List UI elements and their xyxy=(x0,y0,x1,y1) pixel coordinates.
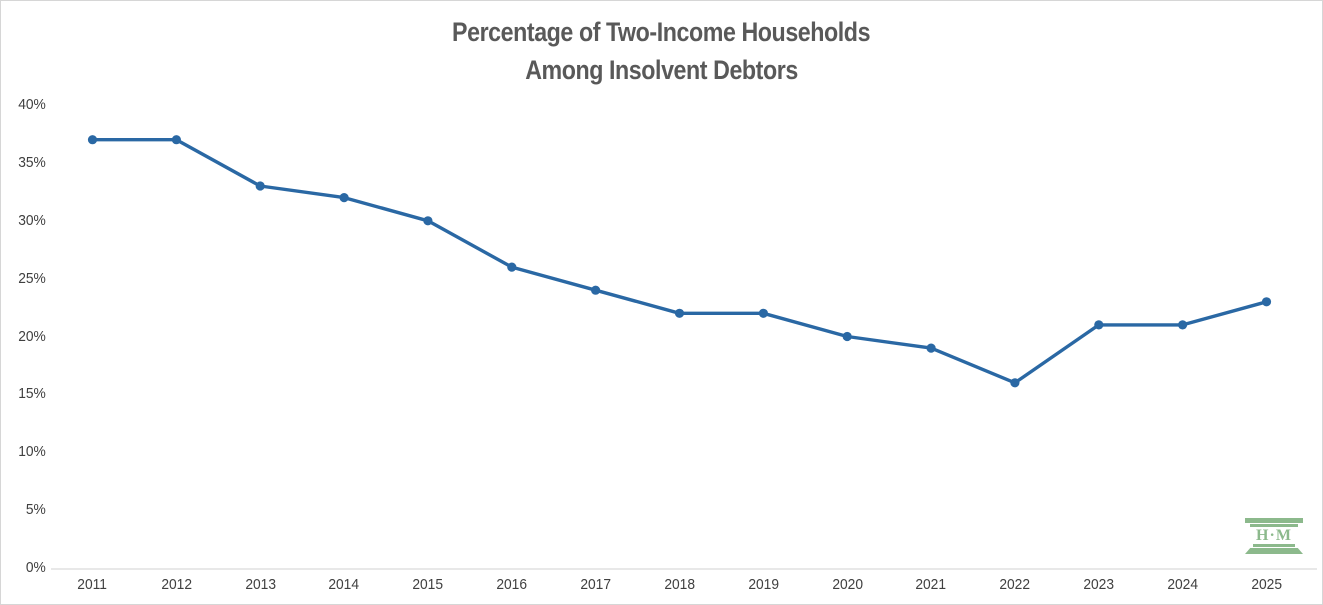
data-series-line xyxy=(90,138,1269,385)
data-point-marker xyxy=(1178,320,1188,330)
x-tick-label: 2020 xyxy=(831,576,863,593)
y-tick-label: 15% xyxy=(18,385,46,403)
x-tick-label: 2014 xyxy=(328,576,360,593)
x-tick-label: 2021 xyxy=(915,576,947,593)
data-point-marker xyxy=(674,308,685,318)
x-tick-label: 2022 xyxy=(999,576,1031,593)
x-tick-label: 2013 xyxy=(244,576,276,593)
x-tick-label: 2024 xyxy=(1167,576,1198,593)
hm-logo-lower-bar xyxy=(1253,544,1295,547)
x-tick-label: 2015 xyxy=(412,576,444,593)
data-point-marker xyxy=(339,193,349,203)
y-tick-label: 5% xyxy=(26,501,47,519)
data-point-marker xyxy=(926,343,936,353)
data-point-marker xyxy=(1010,378,1020,388)
x-tick-label: 2019 xyxy=(747,576,779,593)
x-tick-label: 2016 xyxy=(496,576,528,593)
hm-logo-second-bar xyxy=(1250,524,1298,527)
data-point-marker xyxy=(842,331,852,342)
x-tick-label: 2017 xyxy=(580,576,611,593)
x-tick-label: 2012 xyxy=(160,576,192,593)
data-point-marker xyxy=(1094,320,1104,330)
data-point-marker xyxy=(1261,297,1272,307)
data-point-marker xyxy=(87,135,98,145)
x-tick-label: 2025 xyxy=(1251,576,1282,593)
y-tick-label: 25% xyxy=(18,269,46,287)
x-tick-label: 2018 xyxy=(664,576,695,593)
hm-logo: H·M xyxy=(1244,518,1304,554)
data-point-marker xyxy=(758,308,769,318)
chart-title-line2: Among Insolvent Debtors xyxy=(525,55,798,85)
y-tick-label: 40% xyxy=(18,96,46,113)
y-tick-label: 10% xyxy=(18,443,46,461)
hm-logo-base-bar xyxy=(1245,548,1303,554)
y-tick-label: 35% xyxy=(18,153,46,171)
hm-logo-top-bar xyxy=(1245,518,1303,523)
chart-title: Percentage of Two-Income Households Amon… xyxy=(1,13,1322,89)
y-tick-label: 20% xyxy=(18,327,46,345)
data-point-marker xyxy=(423,216,433,226)
chart-title-line1: Percentage of Two-Income Households xyxy=(452,17,871,47)
data-point-marker xyxy=(171,135,181,145)
x-tick-label: 2023 xyxy=(1083,576,1115,593)
data-point-marker xyxy=(507,262,517,272)
y-tick-label: 0% xyxy=(26,559,47,576)
data-point-marker xyxy=(591,285,601,295)
data-point-marker xyxy=(255,181,265,191)
hm-logo-text: H·M xyxy=(1256,527,1292,544)
y-tick-label: 30% xyxy=(18,211,46,229)
x-tick-label: 2011 xyxy=(77,576,108,593)
